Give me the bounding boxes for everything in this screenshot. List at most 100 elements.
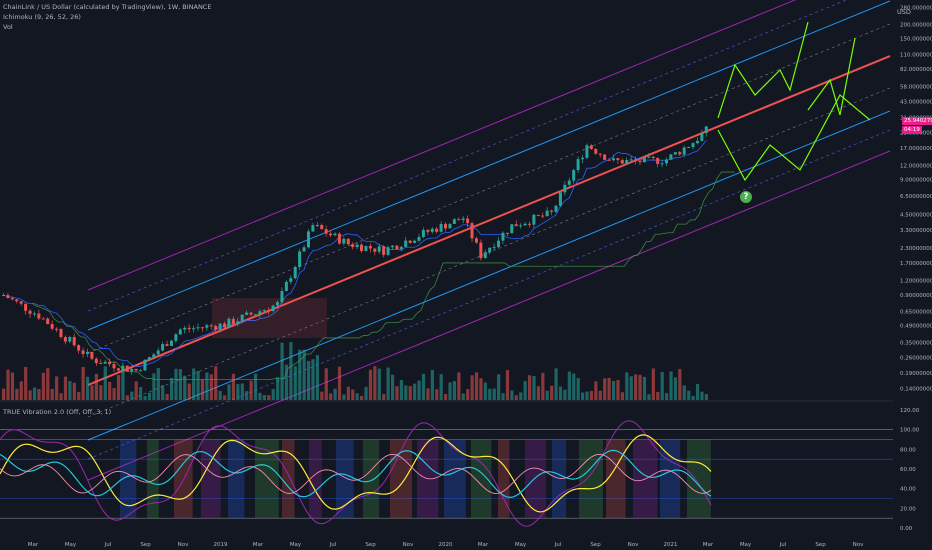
volume-bar xyxy=(439,374,443,400)
volume-bar xyxy=(589,391,594,400)
candle-body xyxy=(687,147,691,149)
time-tick-label: Mar xyxy=(703,542,714,548)
ichimoku-label[interactable]: Ichimoku (9, 26, 52, 26) xyxy=(3,13,81,21)
volume-bar xyxy=(603,378,607,400)
candle-body xyxy=(293,266,297,279)
volume-bar xyxy=(673,377,678,400)
candle-body xyxy=(41,318,45,320)
candle-body xyxy=(311,225,315,232)
volume-bar xyxy=(408,386,412,400)
volume-bar xyxy=(28,390,32,400)
candle-body xyxy=(461,218,465,221)
candle-body xyxy=(638,160,642,163)
price-tick-label: 0.14000000 xyxy=(900,386,932,392)
price-tick-label: 4.50000000 xyxy=(900,212,932,218)
osc-zone xyxy=(498,439,510,519)
volume-bar xyxy=(355,393,359,400)
volume-bar xyxy=(620,392,624,400)
volume-bar xyxy=(130,391,134,400)
volume-bar xyxy=(284,364,289,400)
candle-body xyxy=(108,361,112,365)
volume-bar xyxy=(514,395,518,400)
time-tick-label: Sep xyxy=(590,542,601,548)
candle-body xyxy=(205,325,209,328)
candle-body xyxy=(373,248,377,252)
osc-tick-label: 0.00 xyxy=(900,526,913,532)
price-tick-label: 0.35000000 xyxy=(900,340,932,346)
osc-zone xyxy=(201,439,221,519)
candle-body xyxy=(665,159,668,164)
price-tick-label: 1.20000000 xyxy=(900,279,932,285)
candle-body xyxy=(558,192,562,206)
volume-bar xyxy=(417,380,421,400)
volume-bar xyxy=(99,385,103,400)
candle-body xyxy=(563,184,567,193)
candle-body xyxy=(68,337,72,342)
candle-body xyxy=(6,295,10,299)
volume-bar xyxy=(55,376,59,400)
volume-bar xyxy=(554,368,558,400)
time-tick-label: May xyxy=(515,542,527,548)
osc-line xyxy=(0,434,712,513)
candle-body xyxy=(576,159,580,171)
volume-bar xyxy=(567,371,571,400)
oscillator-label[interactable]: TRUE Vibration 2.0 (Off, Off, 3, 1) xyxy=(3,408,112,416)
candle-body xyxy=(634,159,638,161)
candle-body xyxy=(567,180,571,185)
volume-bar xyxy=(625,372,629,400)
volume-bar xyxy=(488,388,492,400)
volume-bar xyxy=(700,391,704,400)
volume-bar xyxy=(187,383,191,400)
countdown-tag: 04:19 xyxy=(902,126,922,134)
price-tick-label: 1.70000000 xyxy=(900,261,932,267)
volume-label[interactable]: Vol xyxy=(3,23,13,31)
candle-body xyxy=(99,362,103,364)
candle-body xyxy=(501,232,505,241)
price-tick-label: 3.30000000 xyxy=(900,228,932,234)
volume-bar xyxy=(532,376,536,400)
candle-body xyxy=(368,246,372,249)
candle-body xyxy=(589,145,593,149)
volume-bar xyxy=(656,391,660,400)
candle-body xyxy=(130,368,134,372)
volume-bar xyxy=(134,381,138,400)
candle-body xyxy=(15,299,19,302)
candle-body xyxy=(116,368,120,371)
volume-bar xyxy=(444,393,448,400)
candle-body xyxy=(594,148,598,154)
price-tick-label: 0.49000000 xyxy=(900,324,932,330)
volume-bar xyxy=(85,376,90,400)
volume-bar xyxy=(695,383,700,400)
volume-bar xyxy=(231,373,236,400)
price-tick-label: 9.00000000 xyxy=(900,178,932,184)
currency-label: USD xyxy=(897,8,911,16)
osc-zone xyxy=(174,439,193,519)
candle-body xyxy=(479,242,483,259)
price-tick-label: 0.90000000 xyxy=(900,293,932,299)
volume-bar xyxy=(267,395,271,400)
osc-zone xyxy=(336,439,354,519)
volume-bar xyxy=(333,388,337,400)
volume-bar xyxy=(329,393,333,400)
time-tick-label: Nov xyxy=(628,542,639,548)
candle-body xyxy=(452,219,456,224)
time-tick-label: Mar xyxy=(253,542,264,548)
volume-bar xyxy=(360,395,364,400)
volume-bar xyxy=(651,368,655,400)
volume-bar xyxy=(236,384,240,400)
volume-bar xyxy=(616,380,620,400)
osc-zone xyxy=(363,439,380,519)
candle-body xyxy=(351,244,355,248)
volume-bar xyxy=(421,373,426,400)
candle-body xyxy=(55,328,59,330)
volume-bar xyxy=(174,368,178,400)
candle-body xyxy=(289,278,293,282)
candle-body xyxy=(267,310,271,312)
osc-zone xyxy=(120,439,137,519)
candle-body xyxy=(536,214,540,216)
volume-bar xyxy=(6,369,10,400)
time-tick-label: May xyxy=(290,542,302,548)
candle-body xyxy=(439,223,443,232)
time-axis: Mar May Jul Sep Nov 2019 Mar May Jul Sep Nov 2020 Ma… xyxy=(28,542,864,548)
